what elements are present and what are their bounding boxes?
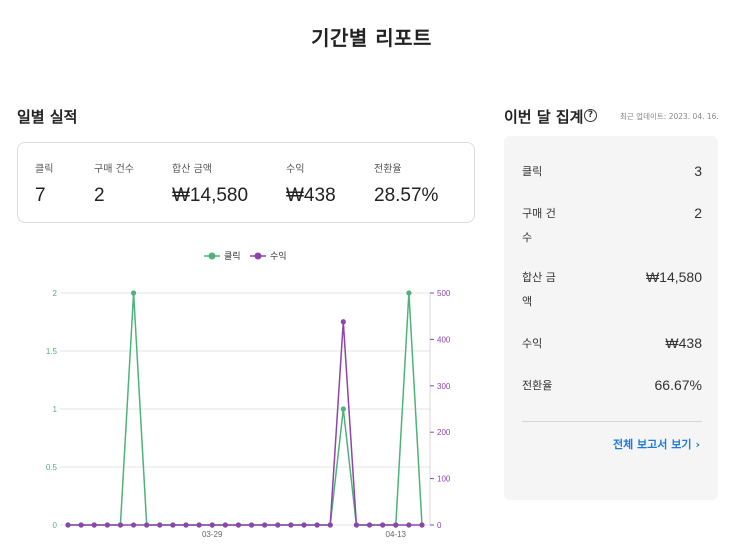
- data-point-revenue: [314, 522, 320, 528]
- data-point-revenue: [144, 522, 150, 528]
- summary-value: ₩14,580: [645, 269, 702, 285]
- series-line-revenue: [68, 321, 422, 526]
- stat-label: 수익: [286, 164, 305, 175]
- stat-value: 7: [35, 185, 46, 206]
- monthly-summary-card: 클릭 3 구매 건수 2 합산 금액 ₩14,580 수익 ₩438 전환율 6…: [504, 136, 718, 500]
- legend-label: 클릭: [224, 250, 241, 261]
- legend-marker: [254, 252, 262, 260]
- stat-clicks: 클릭 7: [35, 160, 53, 207]
- full-report-link[interactable]: 전체 보고서 보기 ›: [613, 436, 700, 452]
- x-axis-tick-label: 03-29: [202, 530, 223, 539]
- right-axis-tick-label: 400: [437, 335, 451, 344]
- data-point-revenue: [340, 319, 346, 325]
- left-axis-tick-label: 1: [53, 405, 58, 414]
- x-axis-tick-label: 04-13: [386, 530, 407, 539]
- data-point-revenue: [393, 522, 399, 528]
- data-point-revenue: [327, 522, 333, 528]
- summary-label: 전환율: [522, 379, 553, 392]
- legend-marker: [208, 252, 216, 260]
- right-axis-tick-label: 300: [437, 382, 451, 391]
- chevron-right-icon: ›: [695, 438, 700, 451]
- full-report-label: 전체 보고서 보기: [612, 438, 692, 451]
- stat-value: ₩438: [286, 185, 336, 206]
- data-point-revenue: [419, 522, 425, 528]
- data-point-revenue: [170, 522, 176, 528]
- data-point-revenue: [353, 522, 360, 528]
- data-point-revenue: [248, 522, 255, 528]
- stat-value: ₩14,580: [172, 185, 249, 206]
- right-axis-tick-label: 0: [437, 521, 442, 530]
- last-updated-text: 최근 업데이트: 2023. 04. 16.: [620, 112, 719, 121]
- stat-label: 클릭: [35, 164, 54, 175]
- summary-label: 합산 금액: [522, 271, 556, 308]
- data-point-revenue: [196, 522, 202, 528]
- left-axis-tick-label: 1.5: [46, 347, 58, 356]
- stat-value: 2: [94, 185, 105, 206]
- data-point-revenue: [380, 522, 386, 528]
- data-point-revenue: [406, 522, 412, 528]
- daily-chart: 0 0.5 1 1.5 2 0 100 200 300 400 500 03-29 04-13 클릭 수익: [0, 240, 480, 551]
- daily-line-chart: 0 0.5 1 1.5 2 0 100 200 300 400 500 03-29 04-13 클릭 수익: [46, 250, 451, 539]
- data-point-revenue: [65, 522, 71, 528]
- data-point-revenue: [157, 522, 163, 528]
- stat-conversion-rate: 전환율 28.57%: [374, 160, 438, 207]
- summary-label: 구매 건수: [522, 207, 556, 244]
- data-point-revenue: [91, 522, 97, 528]
- summary-value: 2: [694, 205, 702, 221]
- left-axis-tick-label: 0: [53, 521, 58, 530]
- data-point-revenue: [209, 522, 215, 528]
- summary-label: 클릭: [522, 165, 543, 178]
- summary-divider: [522, 421, 702, 422]
- data-point-revenue: [117, 522, 124, 528]
- right-axis-tick-label: 200: [437, 428, 451, 437]
- daily-section-title: 일별 실적: [17, 108, 78, 126]
- data-point-revenue: [275, 522, 281, 528]
- stat-label: 합산 금액: [172, 164, 212, 175]
- right-axis-tick-label: 500: [437, 289, 451, 298]
- data-point-revenue: [222, 522, 228, 528]
- daily-stats-card: 클릭 7 구매 건수 2 합산 금액 ₩14,580 수익 ₩438 전환율 2…: [17, 142, 475, 223]
- left-axis-tick-label: 0.5: [46, 463, 58, 472]
- legend-label: 수익: [270, 250, 287, 261]
- stat-revenue: 수익 ₩438: [286, 160, 336, 207]
- data-point-clicks: [406, 290, 412, 296]
- stat-label: 구매 건수: [94, 164, 134, 175]
- summary-value: 3: [694, 163, 702, 179]
- right-axis-tick-label: 100: [437, 475, 451, 484]
- data-point-revenue: [288, 522, 294, 528]
- data-point-clicks: [130, 290, 137, 296]
- data-point-revenue: [301, 522, 307, 528]
- stat-total-amount: 합산 금액 ₩14,580: [172, 160, 248, 207]
- monthly-section-title: 이번 달 집계: [504, 108, 584, 126]
- data-point-revenue: [183, 522, 189, 528]
- monthly-header: 이번 달 집계 ? 최근 업데이트: 2023. 04. 16.: [504, 106, 734, 128]
- question-circle-icon[interactable]: ?: [584, 109, 597, 122]
- stat-label: 전환율: [374, 164, 402, 175]
- page-title: 기간별 리포트: [311, 26, 432, 50]
- stat-purchases: 구매 건수 2: [94, 160, 134, 207]
- data-point-clicks: [340, 406, 346, 412]
- data-point-revenue: [104, 522, 110, 528]
- data-point-revenue: [366, 522, 373, 528]
- data-point-revenue: [78, 522, 84, 528]
- summary-value: 66.67%: [654, 377, 702, 393]
- data-point-revenue: [130, 522, 137, 528]
- summary-value: ₩438: [665, 335, 702, 351]
- data-point-revenue: [235, 522, 242, 528]
- data-point-revenue: [262, 522, 268, 528]
- left-axis-tick-label: 2: [53, 289, 58, 298]
- stat-value: 28.57%: [374, 185, 439, 206]
- summary-label: 수익: [522, 337, 543, 350]
